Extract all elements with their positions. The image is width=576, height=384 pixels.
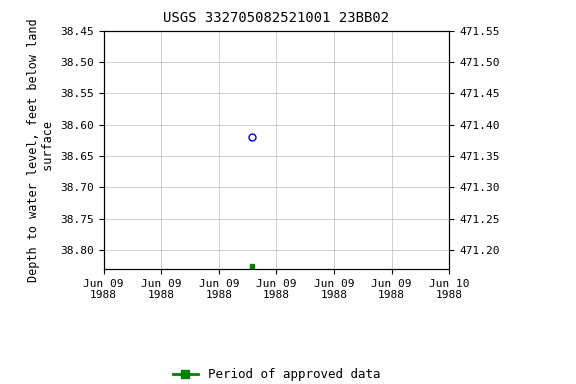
- Title: USGS 332705082521001 23BB02: USGS 332705082521001 23BB02: [164, 12, 389, 25]
- Legend: Period of approved data: Period of approved data: [168, 363, 385, 384]
- Y-axis label: Depth to water level, feet below land
 surface: Depth to water level, feet below land su…: [26, 18, 55, 281]
